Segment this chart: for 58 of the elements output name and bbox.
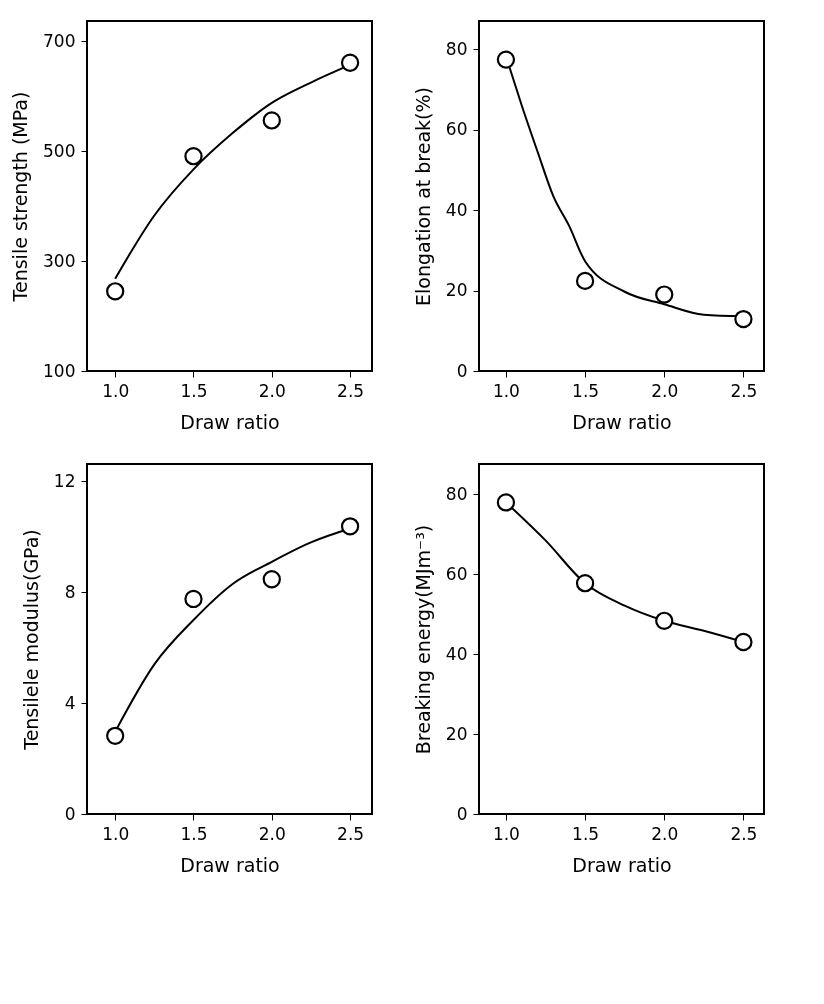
x-axis-title: Draw ratio <box>180 410 280 433</box>
y-axis-title: Tensile strength (MPa) <box>9 91 32 303</box>
y-axis-title: Breaking energy(MJm⁻³) <box>411 524 434 755</box>
y-tick-label: 20 <box>445 280 468 301</box>
point <box>496 493 516 512</box>
y-tick-label: 100 <box>43 360 76 381</box>
point <box>262 111 281 130</box>
point <box>655 285 674 304</box>
y-tick-label: 60 <box>445 563 468 584</box>
y-axis-title: Elongation at break(%) <box>411 87 434 306</box>
y-tick-label: 80 <box>445 38 468 59</box>
point <box>655 611 674 630</box>
x-tick-label: 1.0 <box>492 380 520 401</box>
x-tick-label: 1.0 <box>492 823 520 844</box>
point <box>262 570 281 589</box>
x-tick-label: 1.0 <box>102 380 130 401</box>
y-tick-label: 40 <box>445 643 468 664</box>
y-tick-label: 8 <box>64 581 76 602</box>
x-tick-label: 1.0 <box>102 823 130 844</box>
x-tick-label: 2.0 <box>651 823 679 844</box>
x-tick-label: 2.5 <box>730 380 758 401</box>
y-tick-label: 80 <box>445 483 468 504</box>
point <box>575 271 595 291</box>
x-tick-label: 2.5 <box>337 380 365 401</box>
x-tick-label: 1.5 <box>572 823 600 844</box>
point <box>106 726 125 745</box>
x-tick-label: 1.5 <box>180 380 208 401</box>
y-tick-label: 0 <box>64 803 76 824</box>
x-axis-title: Draw ratio <box>572 410 672 433</box>
x-axis-title: Draw ratio <box>180 853 280 876</box>
point <box>734 632 753 652</box>
point <box>184 589 203 609</box>
y-tick-label: 20 <box>445 723 468 744</box>
y-tick-label: 60 <box>445 119 468 140</box>
point <box>184 147 203 166</box>
point <box>496 50 516 69</box>
x-tick-label: 2.0 <box>258 380 286 401</box>
x-axis-title: Draw ratio <box>572 853 672 876</box>
x-tick-label: 1.5 <box>572 380 600 401</box>
y-tick-label: 0 <box>456 360 468 381</box>
point <box>106 282 125 301</box>
point <box>340 517 360 536</box>
y-tick-label: 12 <box>53 470 76 491</box>
y-axis-title: Tensilele modulus(GPa) <box>19 529 42 751</box>
x-tick-label: 2.0 <box>258 823 286 844</box>
point <box>340 53 360 72</box>
y-tick-label: 700 <box>43 30 76 51</box>
x-tick-label: 2.0 <box>651 380 679 401</box>
x-tick-label: 2.5 <box>730 823 758 844</box>
y-tick-label: 4 <box>64 692 76 713</box>
point <box>734 309 753 329</box>
x-tick-label: 2.5 <box>337 823 365 844</box>
y-tick-label: 40 <box>445 199 468 220</box>
y-tick-label: 500 <box>43 140 76 161</box>
point <box>575 574 595 593</box>
y-tick-label: 300 <box>43 250 76 271</box>
x-tick-label: 1.5 <box>180 823 208 844</box>
y-tick-label: 0 <box>456 803 468 824</box>
